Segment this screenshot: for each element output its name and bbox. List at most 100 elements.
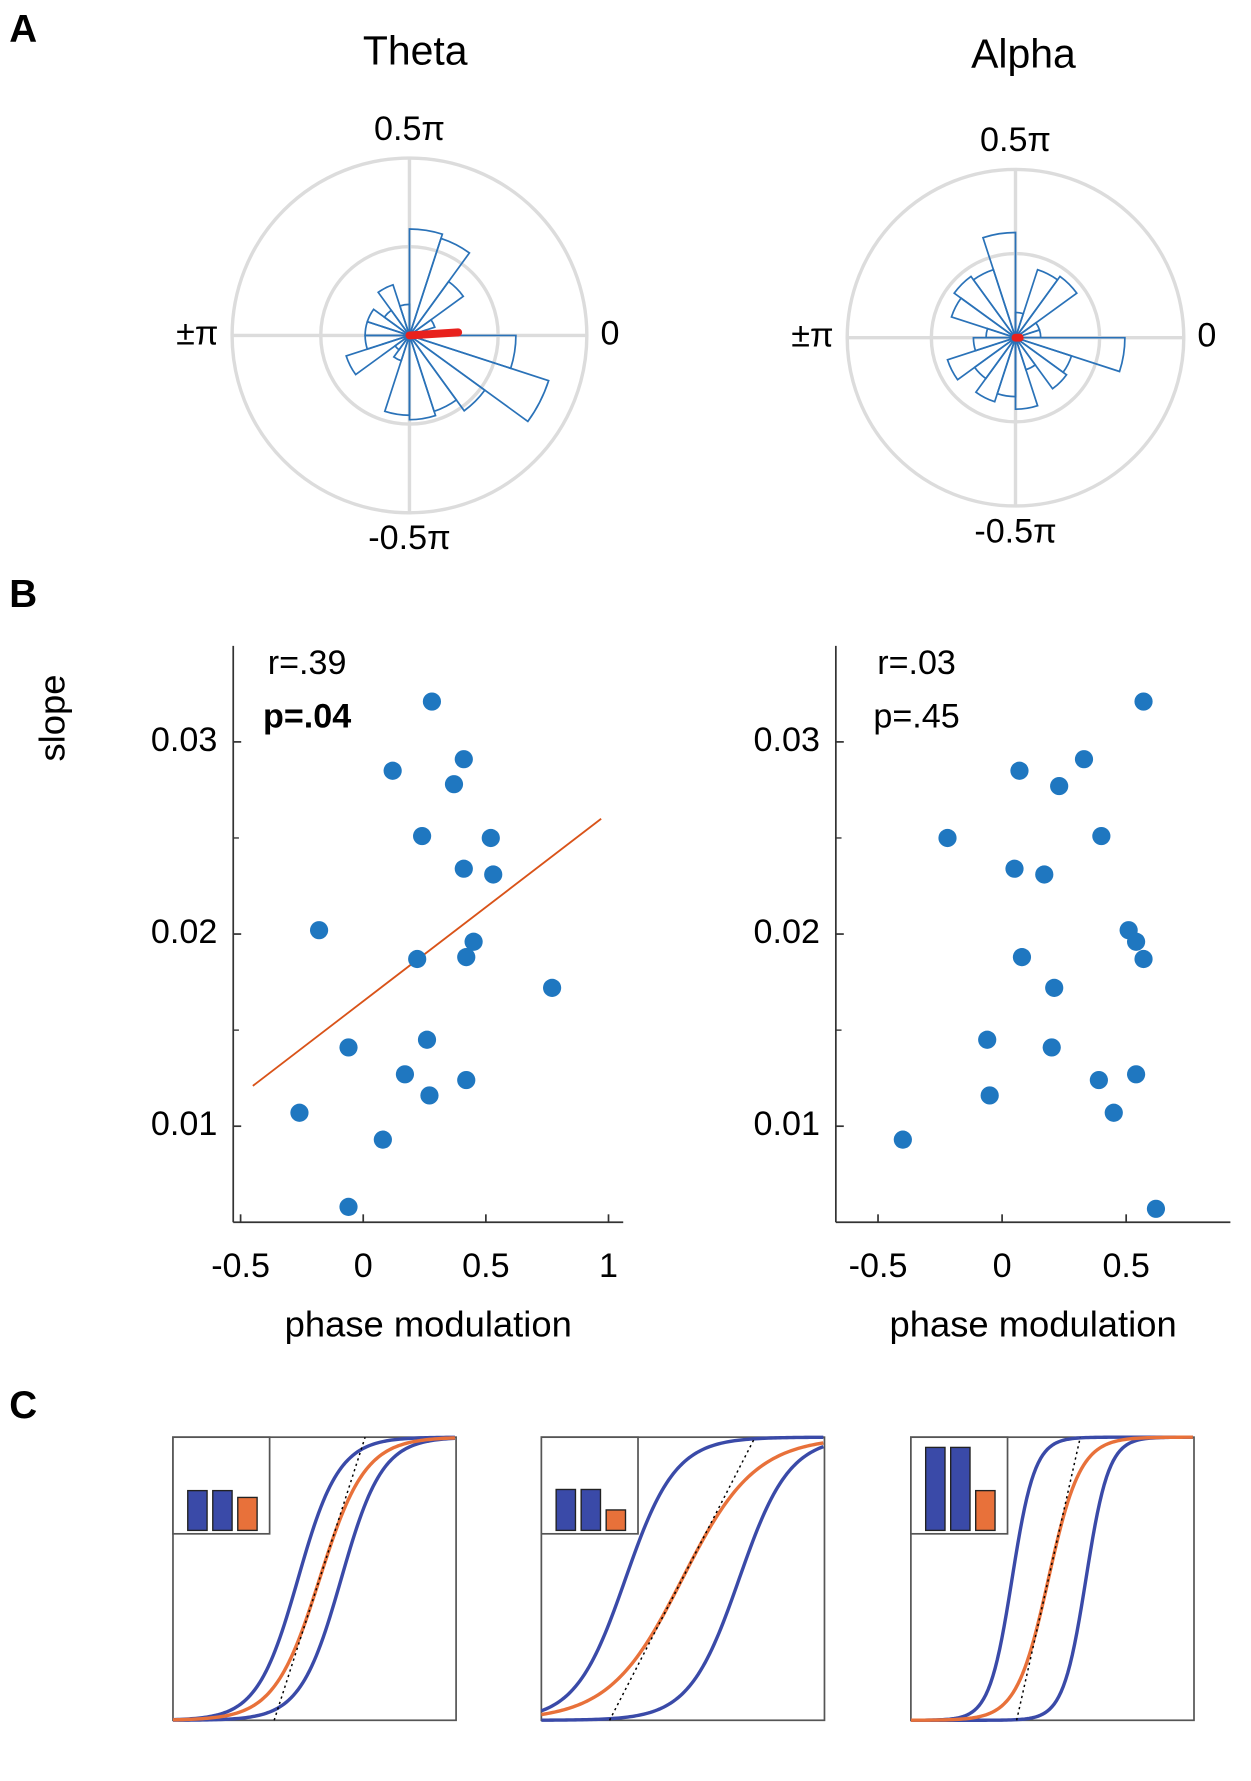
y-tick-label: 0.03 xyxy=(151,721,217,759)
panel-label: A xyxy=(9,8,37,51)
inset-bar xyxy=(580,1488,602,1532)
rose-wedge xyxy=(408,334,550,423)
rose-wedge xyxy=(408,335,437,421)
tangent-line xyxy=(273,1436,366,1721)
y-tick-label: 0.02 xyxy=(754,913,820,951)
x-tick-label: 0.5 xyxy=(1102,1247,1149,1285)
scatter-point xyxy=(1104,1103,1123,1122)
scatter-point xyxy=(417,1030,437,1049)
x-tick-label: 0.5 xyxy=(462,1247,509,1285)
rose-wedge xyxy=(408,334,486,412)
theta-tick-label: ±π xyxy=(176,314,218,352)
schematic-panel xyxy=(172,1435,1195,1722)
scatter-point xyxy=(395,1065,415,1084)
theta-tick-label: 0.5π xyxy=(374,110,445,148)
scatter-point xyxy=(481,828,500,848)
theta-tick-label: 0.5π xyxy=(980,121,1051,159)
inset-bar xyxy=(605,1509,627,1532)
scatter-point xyxy=(1092,826,1111,846)
theta-tick-label: 0 xyxy=(1197,317,1216,355)
inset-bar xyxy=(924,1446,946,1532)
scatter-point xyxy=(542,978,562,997)
scatter-point xyxy=(893,1130,912,1149)
x-axis-label: phase modulation xyxy=(285,1303,572,1344)
scatter-point xyxy=(1089,1070,1108,1090)
scatter-point xyxy=(1146,1199,1166,1218)
blue-curve xyxy=(172,1436,456,1722)
scatter-point xyxy=(309,921,329,940)
panel-label: B xyxy=(9,573,37,616)
rose-wedge xyxy=(1014,336,1073,374)
annotation: r=.03 xyxy=(877,644,956,682)
scatter-point xyxy=(464,932,483,951)
panel-label: C xyxy=(9,1384,37,1427)
scatter-point xyxy=(1042,1038,1061,1057)
rose-wedge xyxy=(953,275,1017,339)
scatter-point xyxy=(978,1030,997,1049)
annotation: p=.45 xyxy=(873,698,959,736)
theta-tick-label: -0.5π xyxy=(368,519,450,557)
rose-wedge xyxy=(408,228,444,336)
scatter-point xyxy=(454,859,473,878)
rose-wedge xyxy=(946,336,1016,381)
scatter-point xyxy=(1050,776,1069,796)
rose-wedge xyxy=(1014,268,1059,339)
scatter-point xyxy=(1134,692,1153,711)
mean-vector xyxy=(405,328,463,340)
scatter-point xyxy=(454,750,473,769)
rose-wedge xyxy=(1015,336,1126,373)
y-axis-label: slope xyxy=(31,675,72,762)
scatter-point xyxy=(1126,1065,1146,1084)
inset-bar xyxy=(950,1446,971,1532)
theta-tick-label: ±π xyxy=(791,317,833,355)
scatter-point xyxy=(373,1130,392,1149)
inset-bar xyxy=(237,1496,258,1532)
y-tick-label: 0.01 xyxy=(754,1105,820,1143)
blue-curve xyxy=(172,1435,455,1722)
theta-tick-label: -0.5π xyxy=(974,512,1056,550)
tangent-line xyxy=(608,1436,756,1721)
scatter-point xyxy=(420,1086,439,1105)
rose-wedge xyxy=(345,334,410,376)
rose-wedge xyxy=(1014,275,1078,339)
rose-wedge xyxy=(377,283,411,336)
scatter-point xyxy=(290,1103,309,1122)
scatter-point xyxy=(339,1197,358,1217)
x-tick-label: 0 xyxy=(354,1247,373,1285)
scatter-point xyxy=(938,828,957,848)
rose-wedge xyxy=(1014,337,1039,411)
scatter-point xyxy=(1074,750,1094,769)
scatter-point xyxy=(1134,949,1153,969)
scatter-point xyxy=(1005,859,1024,878)
rose-wedge xyxy=(985,327,1016,339)
scatter-point xyxy=(408,949,427,969)
scatter-point xyxy=(1012,948,1032,967)
inset-bar xyxy=(975,1489,996,1532)
x-tick-label: 1 xyxy=(599,1247,618,1285)
annotation: r=.39 xyxy=(268,644,347,682)
rose-wedge xyxy=(950,296,1016,339)
orange-curve xyxy=(172,1436,456,1722)
inset-bar xyxy=(555,1488,577,1532)
scatter-point xyxy=(413,826,432,846)
y-tick-label: 0.03 xyxy=(754,721,820,759)
scatter-point xyxy=(457,1070,476,1090)
scatter-point xyxy=(1035,865,1054,884)
rose-wedge xyxy=(981,231,1017,338)
rose-wedge xyxy=(408,334,458,413)
rose-wedge xyxy=(364,320,410,337)
annotation: p=.04 xyxy=(263,698,351,736)
scatter-point xyxy=(422,692,442,711)
inset-bar xyxy=(187,1489,208,1532)
rose-wedge xyxy=(972,268,1017,339)
scatter-point xyxy=(1010,761,1029,780)
blue-curve xyxy=(540,1435,824,1713)
scatter-point xyxy=(484,865,503,884)
rose-wedge xyxy=(974,337,1017,403)
x-axis-label: phase modulation xyxy=(890,1303,1177,1344)
rose-wedge xyxy=(1014,337,1068,390)
x-tick-label: -0.5 xyxy=(211,1247,270,1285)
chart-title: Theta xyxy=(363,27,468,73)
chart-title: Alpha xyxy=(971,31,1076,77)
